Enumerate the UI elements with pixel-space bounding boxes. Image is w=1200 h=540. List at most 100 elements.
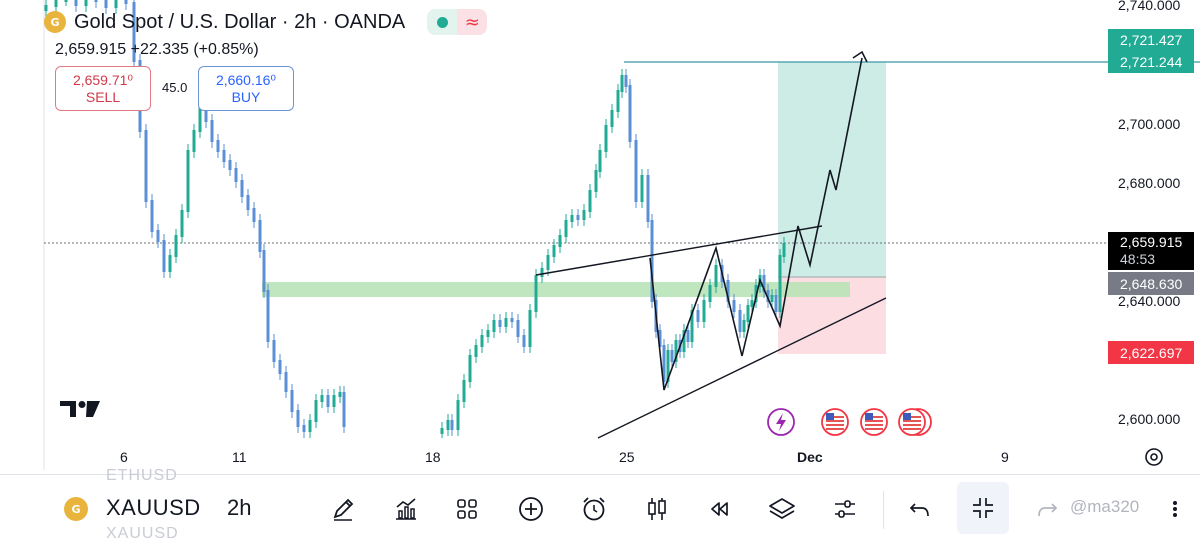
candle-body (604, 125, 608, 152)
candle-body (240, 180, 244, 197)
grid-icon[interactable] (447, 489, 487, 529)
candle-body (516, 320, 520, 337)
candle-body (168, 255, 172, 272)
candle-body (246, 195, 250, 210)
wave-path[interactable] (649, 57, 863, 391)
candle-body (228, 160, 232, 170)
candle-body (456, 400, 460, 430)
us-flag-event-icon[interactable] (860, 408, 888, 436)
spread-value: 45.0 (162, 80, 188, 95)
arrow-head (852, 50, 868, 63)
candle-body (446, 420, 450, 430)
candle-body (144, 130, 148, 202)
indicators-icon[interactable] (386, 489, 426, 529)
economic-events[interactable] (767, 408, 932, 436)
candle-body (658, 330, 662, 347)
candle-body (726, 280, 730, 302)
candle-body (708, 285, 712, 302)
symbol-selector[interactable]: XAUUSD (106, 495, 201, 520)
candle-body (332, 395, 336, 407)
buy-price: 2,660.16⁰ (215, 71, 277, 88)
pen-icon[interactable] (323, 489, 363, 529)
rewind-icon[interactable] (699, 489, 739, 529)
candle-body (650, 220, 654, 302)
last-price-tag[interactable]: 2,659.915 48:53 (1108, 232, 1194, 270)
chart-title[interactable]: Gold Spot / U.S. Dollar · 2h · OANDA (74, 10, 406, 33)
settings-gear-icon[interactable] (1145, 448, 1163, 466)
price-tick: 2,600.000 (1118, 411, 1181, 427)
candle-body (682, 330, 686, 352)
candle-body (320, 395, 324, 402)
price-tick: 2,640.000 (1118, 293, 1181, 309)
price-chart[interactable] (0, 0, 1200, 470)
target-price-tag[interactable]: 2,721.244 (1108, 51, 1194, 73)
entry-price-tag[interactable]: 2,648.630 (1108, 272, 1194, 295)
candle-body (564, 220, 568, 237)
candle-body (738, 310, 742, 332)
stop-price-tag[interactable]: 2,622.697 (1108, 341, 1194, 364)
candle-body (262, 250, 266, 292)
candle-body (44, 5, 48, 11)
time-tick: Dec (797, 449, 823, 465)
redo-icon[interactable] (1027, 489, 1067, 529)
gold-symbol-icon: G (44, 11, 66, 33)
candle-body (278, 360, 282, 374)
wedge-upper-line[interactable] (535, 225, 823, 276)
wedge-lower-line[interactable] (597, 297, 887, 439)
toolbar-divider (883, 491, 884, 529)
candle-body (588, 190, 592, 212)
compress-icon[interactable] (957, 482, 1009, 534)
candle-body (338, 392, 342, 397)
candle-body (742, 320, 746, 332)
candle-body (746, 305, 750, 322)
next-symbol-hint[interactable]: XAUUSD (106, 525, 179, 540)
sell-button[interactable]: 2,659.71⁰ SELL (55, 66, 151, 111)
candle-body (558, 235, 562, 247)
candle-body (74, 0, 78, 6)
buy-label: BUY (231, 88, 261, 105)
candle-body (104, 0, 108, 8)
candle-body (462, 380, 466, 402)
candle-body (598, 150, 602, 172)
candle-body (594, 170, 598, 192)
data-delay-icon[interactable]: ≈ (457, 9, 488, 35)
sliders-icon[interactable] (825, 489, 865, 529)
sell-label: SELL (85, 88, 121, 105)
market-open-dot-icon[interactable] (427, 9, 458, 35)
candles-group (44, 0, 786, 438)
candle-body (766, 290, 770, 302)
candle-body (326, 395, 330, 407)
candle-body (552, 245, 556, 257)
candle-body (180, 210, 184, 237)
candle-body (762, 275, 766, 292)
undo-icon[interactable] (900, 489, 940, 529)
market-status-pill[interactable]: ≈ (427, 9, 488, 35)
last-price: 2,659.915 (1120, 234, 1183, 250)
candle-body (150, 200, 154, 232)
chart-title-row[interactable]: G Gold Spot / U.S. Dollar · 2h · OANDA ≈ (44, 8, 488, 36)
us-flag-event-icon[interactable] (898, 408, 932, 436)
candle-body (570, 215, 574, 222)
candle-body (674, 340, 678, 362)
timeframe-selector[interactable]: 2h (227, 495, 252, 520)
target-price-tag[interactable]: 2,721.427 (1108, 29, 1194, 51)
prev-symbol-hint[interactable]: ETHUSD (106, 467, 178, 484)
candle-body (174, 235, 178, 257)
candle-body (64, 0, 68, 2)
alarm-icon[interactable] (574, 489, 614, 529)
buy-button[interactable]: 2,660.16⁰ BUY (198, 66, 294, 111)
candle-body (628, 85, 632, 142)
candles-icon[interactable] (637, 489, 677, 529)
candle-body (192, 130, 196, 152)
lightning-event-icon[interactable] (767, 408, 795, 436)
candle-body (124, 0, 128, 4)
more-icon[interactable] (1160, 489, 1190, 529)
candle-body (342, 392, 346, 427)
candle-body (94, 0, 98, 2)
candle-body (450, 420, 454, 430)
candle-body (534, 275, 538, 312)
us-flag-event-icon[interactable] (821, 408, 849, 436)
candle-body (186, 150, 190, 212)
plus-circle-icon[interactable] (511, 489, 551, 529)
layers-icon[interactable] (762, 489, 802, 529)
